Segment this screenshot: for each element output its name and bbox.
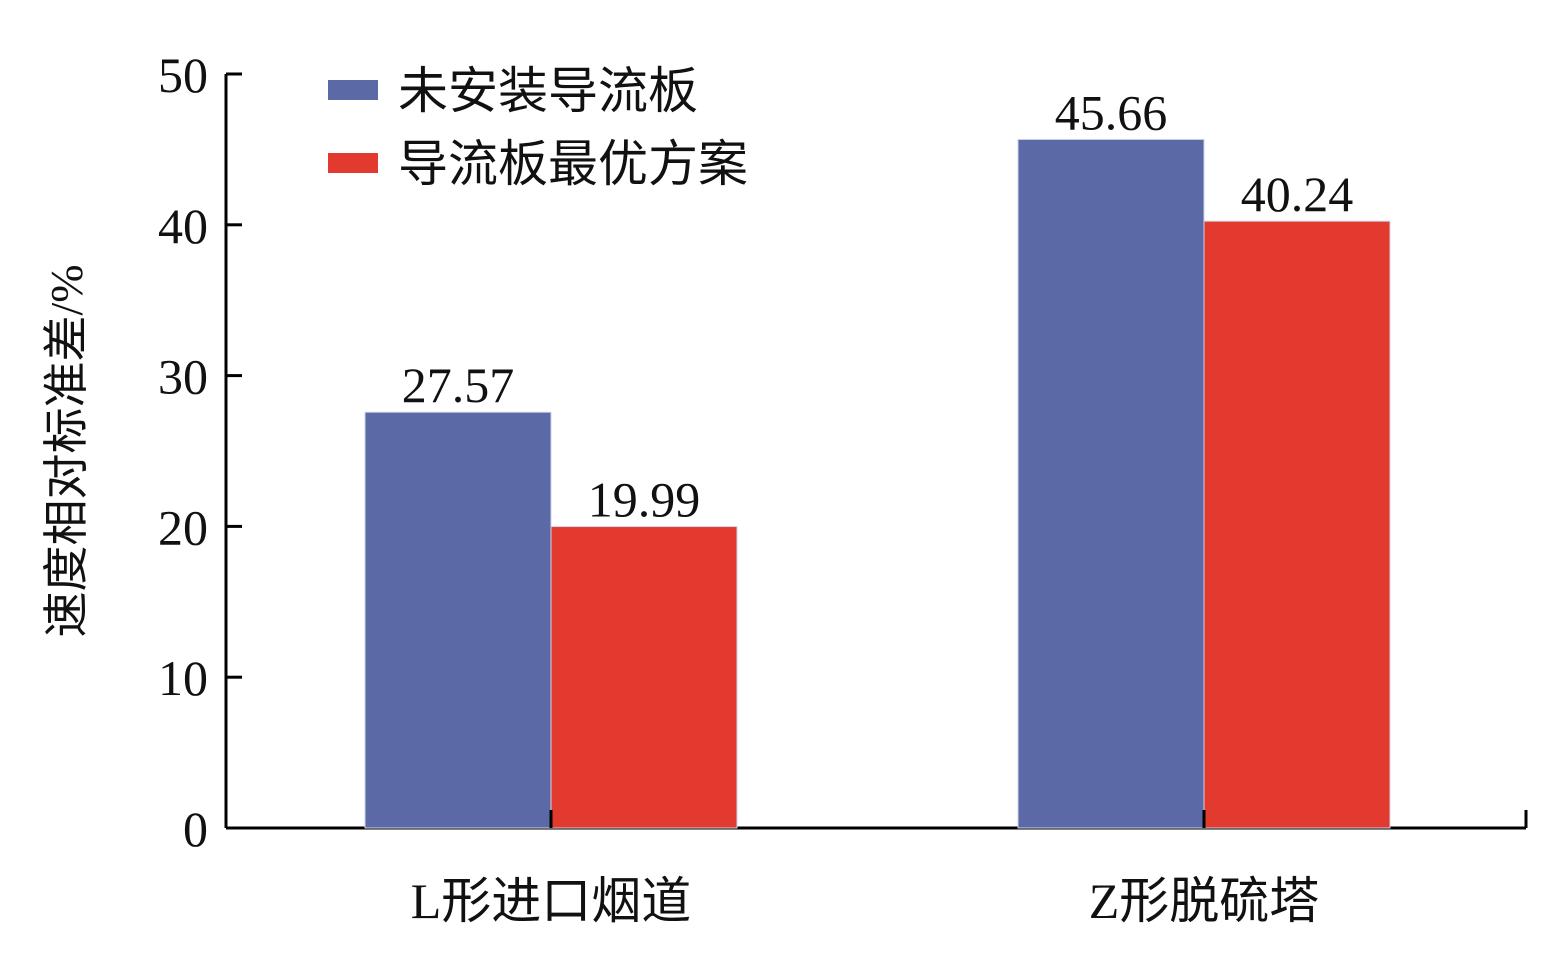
legend-label: 未安装导流板: [398, 63, 698, 119]
data-label: 19.99: [588, 472, 701, 528]
x-tick-label: Z形脱硫塔: [1089, 873, 1320, 929]
bar: [1017, 138, 1205, 829]
y-ticks: 0 10 20 30 40 50: [158, 47, 242, 857]
x-ticks: L形进口烟道 Z形脱硫塔: [411, 810, 1320, 929]
bars: 27.57 19.99 45.66 40.24: [364, 84, 1391, 829]
y-tick-label: 40: [158, 198, 208, 254]
data-label: 45.66: [1055, 84, 1168, 140]
legend-label: 导流板最优方案: [398, 136, 748, 192]
x-tick-label: L形进口烟道: [411, 873, 692, 929]
bar: [1203, 220, 1391, 829]
data-label: 40.24: [1241, 166, 1354, 222]
y-axis-title: 速度相对标准差/%: [41, 264, 92, 637]
bar: [364, 411, 552, 829]
data-label: 27.57: [402, 357, 515, 413]
bar: [550, 526, 738, 829]
legend-swatch: [328, 80, 378, 100]
y-tick-label: 10: [158, 650, 208, 706]
y-tick-label: 0: [183, 801, 208, 857]
legend-swatch: [328, 153, 378, 173]
y-tick-label: 30: [158, 349, 208, 405]
y-tick-label: 50: [158, 47, 208, 103]
y-tick-label: 20: [158, 499, 208, 555]
